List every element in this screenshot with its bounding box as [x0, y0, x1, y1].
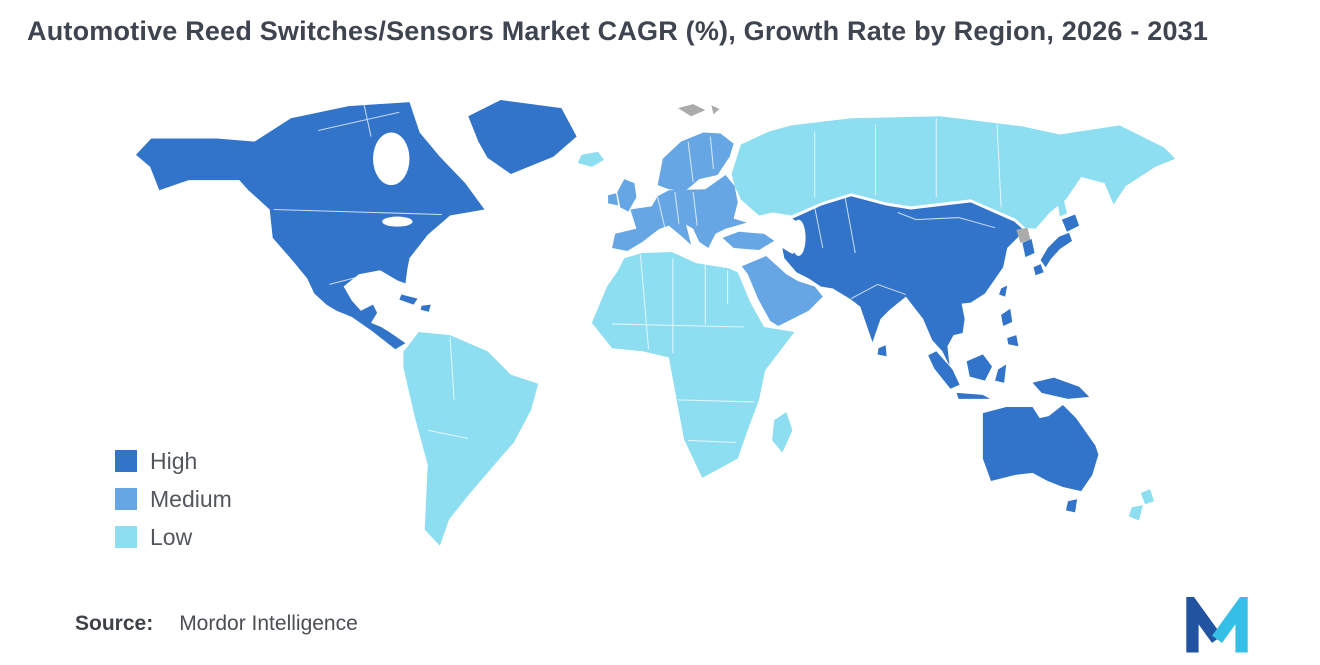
legend-swatch-medium	[115, 488, 137, 510]
hudson-bay	[373, 132, 410, 186]
great-lakes	[382, 216, 413, 227]
legend-label-high: High	[150, 448, 198, 474]
region-iceland	[577, 151, 605, 167]
region-sakhalin	[1055, 191, 1067, 217]
country-borders	[273, 103, 1002, 443]
region-ireland	[608, 193, 619, 206]
region-north-korea	[1016, 227, 1031, 243]
region-united-kingdom	[617, 179, 637, 212]
regions-no-data	[677, 104, 1031, 243]
source-value: Mordor Intelligence	[179, 612, 358, 635]
legend-item-low: Low	[115, 524, 232, 550]
region-new-zealand-south	[1128, 505, 1143, 521]
inland-water	[373, 132, 806, 257]
region-japan-hokkaido	[1061, 214, 1080, 232]
source-attribution: Source: Mordor Intelligence	[75, 612, 358, 636]
legend-swatch-low	[115, 526, 137, 548]
region-denmark	[668, 189, 679, 199]
region-borneo	[966, 354, 992, 381]
region-asia-mainland	[782, 196, 1024, 366]
mordor-intelligence-logo	[1186, 597, 1248, 653]
region-south-korea	[1022, 238, 1035, 258]
regions-low	[403, 116, 1176, 546]
region-russia	[731, 116, 1176, 229]
region-tasmania	[1065, 499, 1078, 513]
caspian-sea	[791, 219, 806, 257]
source-label: Source:	[75, 612, 154, 635]
region-turkey	[722, 231, 775, 250]
region-philippines-mindanao	[1007, 335, 1019, 347]
region-svalbard	[677, 104, 706, 117]
region-new-zealand-north	[1140, 489, 1155, 505]
legend: High Medium Low	[115, 450, 232, 564]
region-japan-honshu	[1040, 232, 1073, 268]
legend-item-medium: Medium	[115, 486, 232, 512]
region-java	[956, 392, 990, 399]
logo-right-stroke	[1212, 597, 1248, 653]
region-svalbard-east	[711, 105, 720, 115]
region-cuba	[399, 294, 418, 305]
legend-label-medium: Medium	[150, 486, 232, 512]
region-hispaniola	[420, 304, 431, 312]
region-taiwan	[999, 285, 1008, 297]
region-europe	[612, 175, 747, 251]
region-madagascar	[772, 412, 793, 453]
region-arabian-peninsula	[741, 256, 823, 326]
region-philippines-luzon	[1001, 308, 1013, 326]
world-map-svg	[135, 100, 1176, 546]
region-japan-kyushu	[1033, 264, 1044, 276]
region-sri-lanka	[877, 345, 887, 357]
region-australia	[982, 404, 1099, 492]
region-scandinavia	[657, 132, 734, 192]
region-north-america	[135, 102, 485, 350]
region-sulawesi	[995, 364, 1007, 383]
logo-left-stroke	[1186, 597, 1222, 653]
page-title: Automotive Reed Switches/Sensors Market …	[27, 16, 1209, 46]
region-south-america	[403, 332, 539, 546]
legend-label-low: Low	[150, 524, 193, 550]
legend-item-high: High	[115, 448, 232, 474]
region-greenland	[468, 100, 577, 175]
regions-medium	[608, 132, 823, 326]
world-map	[105, 96, 1180, 562]
region-sumatra	[928, 351, 960, 389]
legend-swatch-high	[115, 450, 137, 472]
region-new-guinea	[1032, 377, 1090, 399]
region-africa	[591, 252, 795, 478]
